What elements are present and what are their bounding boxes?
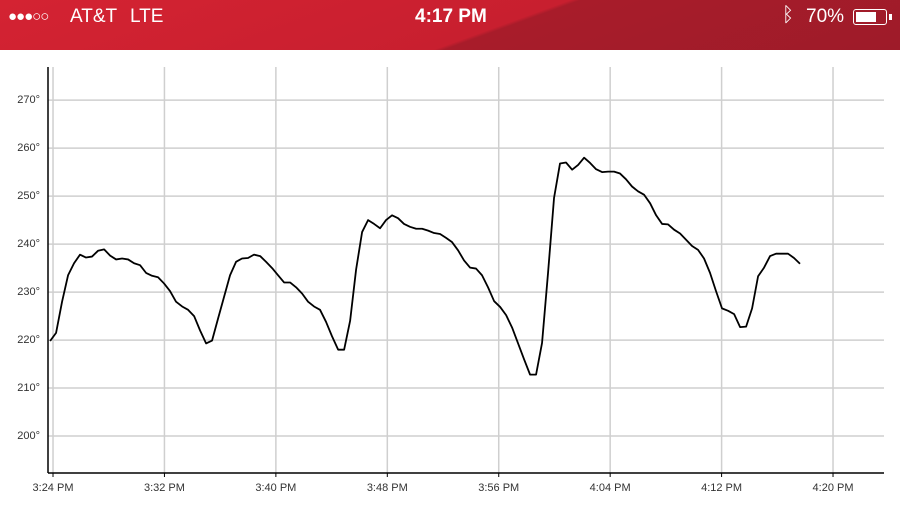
network: LTE bbox=[130, 6, 164, 27]
battery-tip bbox=[889, 14, 892, 20]
y-tick-label: 250° bbox=[17, 190, 40, 202]
clock: 4:17 PM bbox=[415, 6, 487, 27]
x-tick-label: 3:32 PM bbox=[144, 482, 185, 494]
y-tick-label: 200° bbox=[17, 430, 40, 442]
bluetooth-icon: ᛒ bbox=[782, 4, 794, 26]
signal: ●●●○○ bbox=[8, 8, 49, 25]
status-bar: ●●●○○ AT&T LTE 4:17 PM ᛒ 70% bbox=[0, 0, 900, 50]
x-tick-label: 4:12 PM bbox=[701, 482, 742, 494]
x-tick-label: 3:40 PM bbox=[255, 482, 296, 494]
x-tick-label: 3:48 PM bbox=[367, 482, 408, 494]
line-series bbox=[49, 156, 801, 376]
y-tick-label: 260° bbox=[17, 142, 40, 154]
y-tick-label: 220° bbox=[17, 334, 40, 346]
x-tick-label: 4:04 PM bbox=[590, 482, 631, 494]
y-tick-label: 230° bbox=[17, 286, 40, 298]
battery-level bbox=[856, 12, 876, 22]
y-tick-label: 240° bbox=[17, 238, 40, 250]
x-tick-label: 3:24 PM bbox=[33, 482, 74, 494]
x-tick-label: 3:56 PM bbox=[478, 482, 519, 494]
y-tick-label: 270° bbox=[17, 94, 40, 106]
x-tick-label: 4:20 PM bbox=[813, 482, 854, 494]
battery-icon bbox=[853, 9, 887, 25]
chart: 200° 210° 220° 230° 240° 250° 260° 270° 3:24 PM 3… bbox=[17, 67, 884, 494]
y-tick-label: 210° bbox=[17, 382, 40, 394]
battery-text: 70% bbox=[806, 6, 845, 27]
carrier: AT&T bbox=[70, 6, 118, 27]
